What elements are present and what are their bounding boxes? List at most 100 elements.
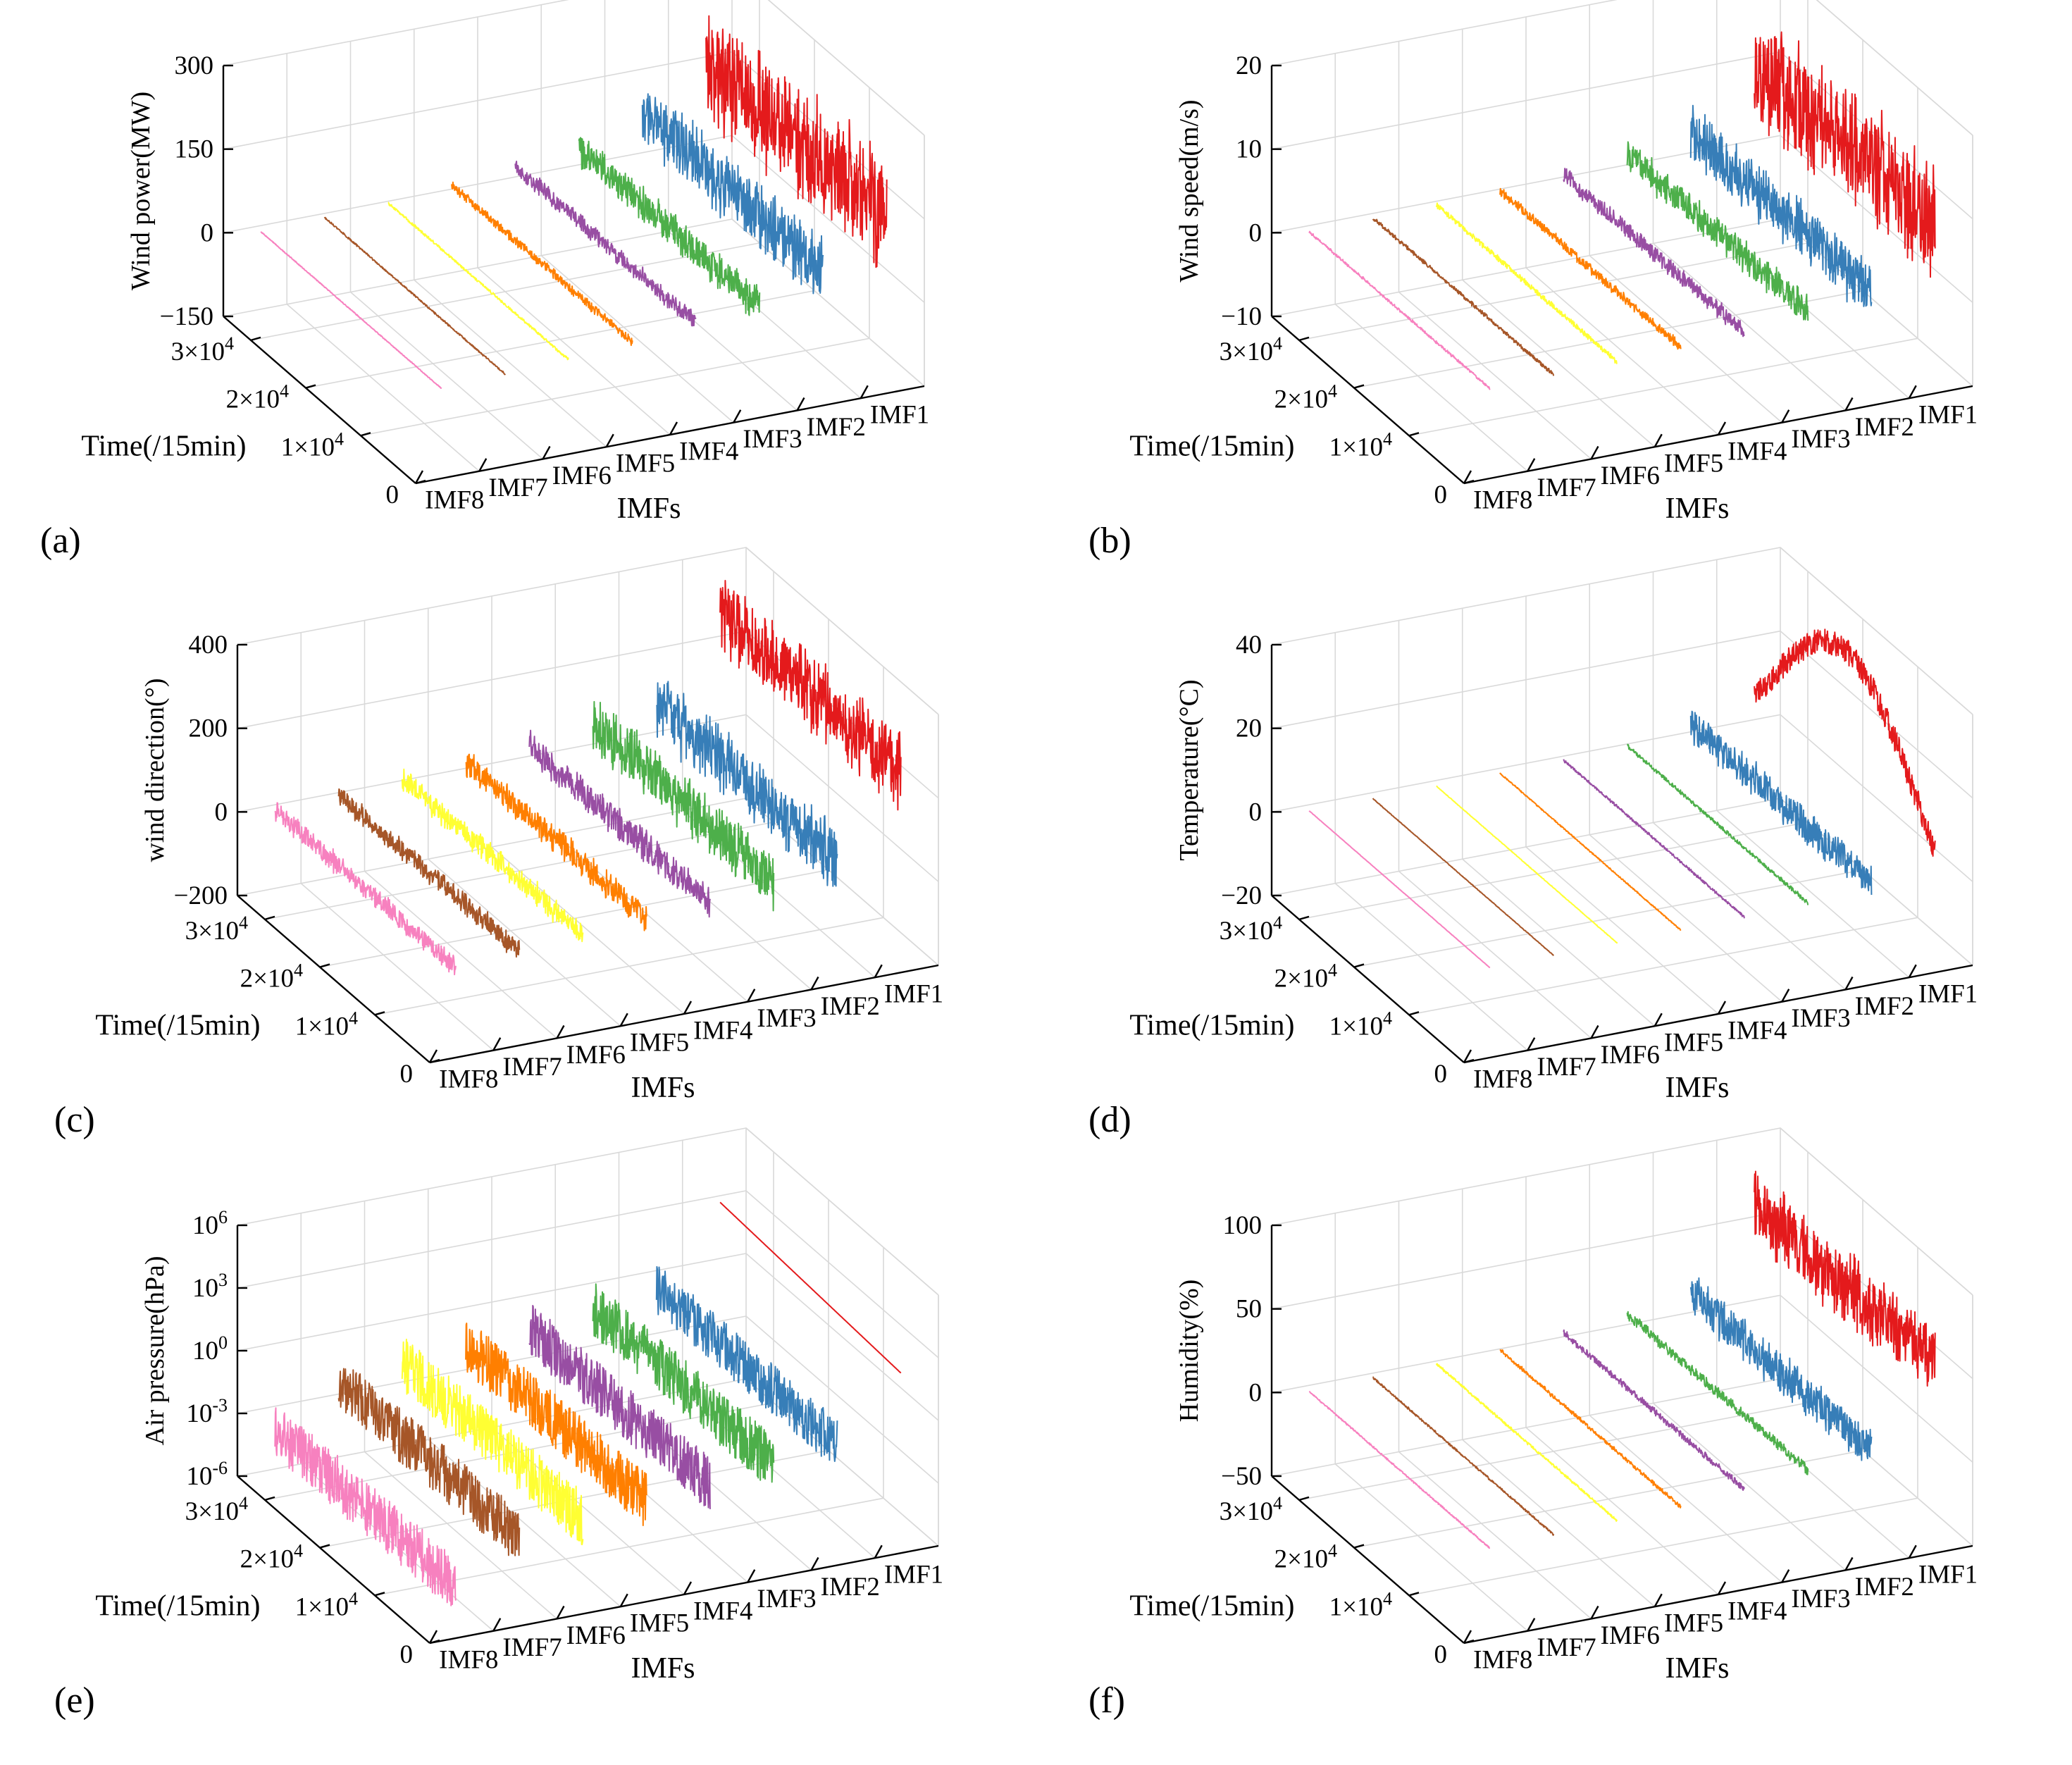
grid-line-floor [1298,822,1809,920]
time-tick-label: 0 [1434,481,1448,509]
category-label: IMF6 [1601,1621,1660,1650]
series-line-imf6 [1436,785,1618,944]
time-tick-label: 3×104 [1220,333,1282,366]
category-label: IMF6 [1601,1041,1660,1070]
category-tick [1654,433,1663,447]
category-axis-label: IMFs [1665,1072,1729,1104]
time-axis-label: Time(/15min) [1129,1590,1294,1622]
z-tick-label: 10-3 [186,1395,228,1428]
z-tick-label: 200 [189,714,228,743]
grid-line-floor [1408,1497,1918,1597]
grid-line-floor [374,1497,884,1597]
category-label: IMF4 [693,1597,752,1625]
z-tick-label: 400 [189,631,228,659]
time-tick-label: 3×104 [185,912,248,946]
series-line-imf3 [592,700,775,912]
time-tick [319,963,330,968]
time-tick [374,1011,385,1016]
category-label: IMF3 [1791,1585,1850,1614]
category-tick [492,1037,502,1051]
category-label: IMF4 [1727,1597,1787,1625]
time-tick [1353,1544,1365,1549]
series-line-imf3 [592,1283,775,1483]
time-tick-label: 2×104 [226,381,289,414]
category-tick [1654,1593,1663,1607]
series-line-imf1 [719,1201,902,1374]
z-tick-label: −20 [1221,881,1262,910]
category-tick [747,989,756,1003]
time-tick [1298,336,1310,342]
grid-line-floor [374,917,884,1016]
series-line-imf1 [1754,628,1936,857]
grid [1271,0,1973,484]
time-axis-label: Time(/15min) [95,1590,260,1622]
category-tick [1781,409,1790,423]
series [274,1201,902,1606]
category-axis-label: IMFs [631,1072,695,1104]
category-tick [810,976,819,991]
series-line-imf5 [465,753,647,931]
series-line-imf4 [1563,759,1745,919]
category-label: IMF1 [884,980,943,1009]
time-tick-label: 2×104 [240,960,303,993]
time-axis [237,895,430,1063]
category-tick [1590,1605,1599,1620]
series-line-imf8 [274,802,457,976]
axes: −20 0 20 40 Temperature(°C) 0 1×104 2×104 3×104 T… [1129,631,1978,1104]
category-label: IMF3 [757,1004,816,1033]
series-line-imf7 [1372,1376,1555,1536]
z-axis-label: Humidity(%) [1174,1280,1204,1423]
z-tick-label: 100 [192,1332,228,1365]
series-line-imf7 [337,1368,521,1556]
chart-panel-c: −200 0 200 400 wind direction(°) 0 1×104 2×104 3… [54,547,943,1140]
time-tick [1353,384,1365,389]
series-line-imf2 [1689,710,1873,896]
z-tick-label: 10 [1236,135,1262,164]
grid-line-floor [1780,218,1973,387]
category-label: IMF8 [439,1065,498,1094]
z-tick-label: 106 [192,1207,228,1240]
category-tick [1908,964,1917,978]
time-axis [223,316,416,484]
chart-panel-e: 10-6 10-3 100 103 106 Air pressure(hPa) 0 1×104… [54,1127,943,1721]
series-line-imf3 [1626,1311,1809,1475]
category-tick [1781,1569,1790,1583]
category-tick [1463,470,1472,484]
category-tick [1908,385,1917,399]
grid-line-floor [1652,822,1847,991]
series-line-imf3 [1627,743,1809,905]
category-axis-label: IMFs [631,1652,695,1685]
category-label: IMF4 [679,437,738,466]
series-line-imf5 [451,181,633,347]
time-tick-label: 3×104 [1220,912,1282,946]
category-label: IMF5 [1664,450,1723,478]
category-label: IMF1 [870,401,929,430]
series-line-imf1 [1754,31,1936,278]
grid-line-z [1271,547,1973,715]
series-line-imf2 [641,93,824,295]
series [274,580,902,976]
category-label: IMF7 [1537,1053,1596,1082]
time-tick-label: 1×104 [295,1008,358,1041]
category-label: IMF8 [1473,485,1532,514]
category-axis-label: IMFs [1665,1652,1729,1685]
category-label: IMF7 [502,1053,562,1082]
grid-line-top [745,1127,939,1296]
z-tick-label: 0 [1249,798,1263,826]
category-label: IMF5 [616,450,675,478]
z-tick-label: −10 [1221,302,1262,331]
z-tick-label: 100 [1223,1211,1263,1240]
grid-line-floor [1298,1402,1809,1501]
grid-line-floor [1298,242,1809,341]
category-label: IMF6 [1601,462,1660,490]
grid-line-z [1271,1127,1973,1296]
time-tick [319,1544,330,1549]
time-tick-label: 0 [386,481,399,509]
panel-label: (c) [54,1100,95,1140]
time-tick-label: 0 [400,1060,414,1089]
grid-line-floor [1353,869,1863,968]
category-label: IMF4 [693,1016,752,1045]
category-label: IMF2 [1855,413,1914,442]
category-tick [1654,1012,1663,1027]
category-label: IMF3 [757,1585,816,1614]
